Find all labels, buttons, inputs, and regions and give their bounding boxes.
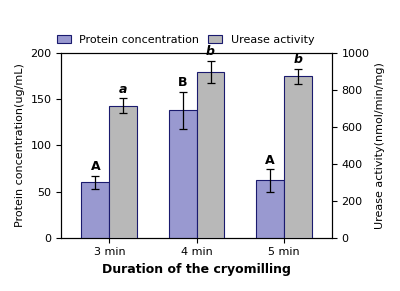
Bar xyxy=(169,110,196,238)
Y-axis label: Protein concentration(ug/mL): Protein concentration(ug/mL) xyxy=(15,63,25,227)
X-axis label: Duration of the cryomilling: Duration of the cryomilling xyxy=(102,263,291,276)
Bar xyxy=(82,182,109,238)
Text: B: B xyxy=(178,76,187,89)
Text: A: A xyxy=(90,160,100,173)
Text: A: A xyxy=(265,154,275,167)
Bar xyxy=(256,180,284,238)
Y-axis label: Urease activity(nmol/min/mg): Urease activity(nmol/min/mg) xyxy=(375,62,385,229)
Text: a: a xyxy=(119,83,128,95)
Text: b: b xyxy=(206,45,215,58)
Bar xyxy=(284,76,312,238)
Bar xyxy=(196,72,224,238)
Text: b: b xyxy=(293,53,302,66)
Legend: Protein concentration, Urease activity: Protein concentration, Urease activity xyxy=(57,35,314,45)
Bar xyxy=(109,106,137,238)
